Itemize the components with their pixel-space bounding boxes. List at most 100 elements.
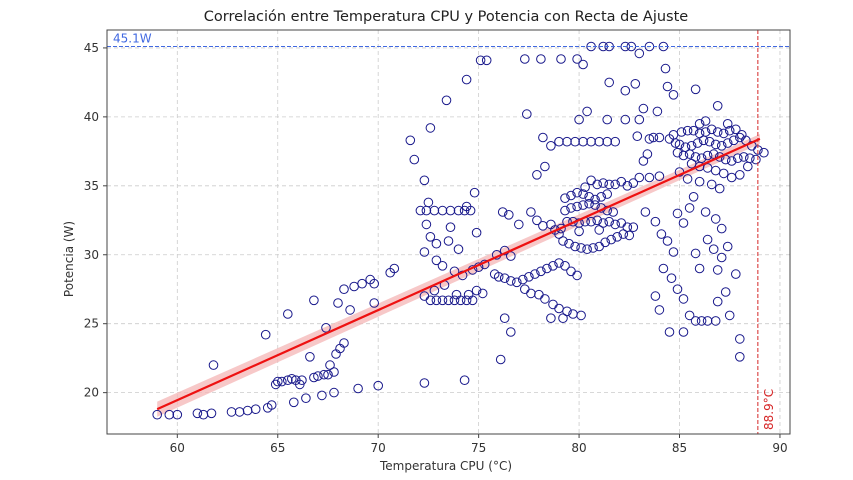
data-point [726, 156, 737, 166]
data-point [520, 54, 530, 64]
data-point [524, 272, 534, 282]
data-point [586, 216, 596, 227]
data-point [477, 288, 488, 299]
data-point [546, 313, 556, 324]
data-point [560, 261, 570, 271]
data-point [499, 273, 510, 284]
data-point [672, 147, 683, 158]
data-point [690, 248, 701, 259]
data-point [678, 327, 689, 337]
data-point [321, 323, 331, 333]
data-point [731, 124, 741, 135]
data-point [512, 277, 522, 288]
data-point [301, 393, 311, 404]
data-point [419, 378, 430, 388]
data-point [678, 150, 689, 161]
data-point [710, 316, 721, 326]
data-point [538, 132, 548, 143]
data-point [696, 316, 707, 326]
y-tick-label: 40 [84, 110, 99, 124]
data-point [574, 114, 584, 125]
data-point [602, 136, 613, 147]
data-point [648, 132, 659, 143]
data-point [445, 222, 456, 232]
data-point [706, 124, 717, 135]
data-point [688, 192, 699, 202]
data-point [325, 360, 335, 370]
data-point [542, 263, 552, 274]
data-point [735, 170, 745, 180]
data-point [425, 123, 436, 133]
data-point [650, 216, 661, 227]
data-point [716, 252, 727, 263]
data-point [526, 288, 536, 299]
data-point [682, 125, 693, 136]
data-point [481, 55, 492, 66]
data-point [475, 55, 486, 66]
data-point [590, 200, 600, 210]
data-point [289, 397, 299, 408]
data-point [596, 192, 607, 202]
data-point [731, 269, 741, 279]
data-point [576, 243, 586, 253]
data-point [604, 179, 615, 190]
data-point [602, 114, 613, 125]
y-tick-label: 45 [84, 41, 99, 55]
data-point [724, 310, 735, 321]
data-point [700, 116, 711, 126]
data-point [572, 54, 582, 64]
data-point [548, 299, 558, 310]
data-point [554, 258, 564, 268]
data-point [650, 291, 661, 301]
data-point [373, 380, 384, 391]
data-point [684, 203, 695, 213]
data-point [574, 226, 584, 237]
data-point [678, 218, 689, 228]
data-point [737, 130, 747, 140]
data-point [708, 149, 719, 159]
data-point [586, 175, 596, 186]
data-point [668, 90, 679, 100]
data-point [449, 295, 460, 306]
data-point [333, 298, 343, 308]
data-point [622, 181, 633, 191]
data-point [712, 265, 723, 275]
data-point [463, 289, 474, 300]
data-point [443, 236, 454, 246]
data-point [530, 269, 540, 279]
data-point [309, 295, 319, 306]
data-point [520, 284, 530, 295]
y-tick-label: 30 [84, 248, 99, 262]
chart-title: Correlación entre Temperatura CPU y Pote… [204, 9, 688, 25]
data-point [283, 309, 293, 319]
data-point [628, 222, 639, 232]
data-point [469, 187, 480, 198]
data-point [718, 128, 729, 139]
data-point [497, 207, 508, 217]
data-point [369, 298, 380, 308]
data-point [495, 354, 506, 365]
data-point [423, 197, 434, 208]
data-point [722, 119, 733, 129]
data-point [668, 130, 679, 140]
data-point [546, 141, 556, 151]
data-point [662, 236, 673, 246]
data-point [735, 334, 745, 344]
data-point [506, 327, 516, 337]
data-point [429, 205, 440, 216]
data-point [702, 316, 713, 326]
data-point [582, 106, 592, 117]
data-point [724, 125, 735, 136]
data-point [642, 149, 653, 159]
data-point [305, 352, 315, 362]
data-point [453, 205, 464, 216]
data-point [586, 136, 596, 147]
data-point [445, 205, 456, 216]
data-point [538, 221, 548, 231]
data-point [558, 313, 568, 324]
data-point [652, 106, 663, 117]
data-point [518, 274, 528, 285]
data-point [666, 273, 677, 284]
data-point [654, 171, 665, 181]
